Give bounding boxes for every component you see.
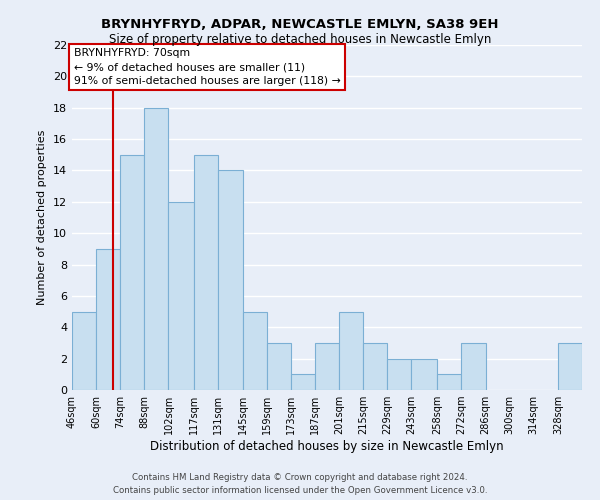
Bar — [437, 374, 461, 390]
Text: Contains HM Land Registry data © Crown copyright and database right 2024.
Contai: Contains HM Land Registry data © Crown c… — [113, 474, 487, 495]
Bar — [96, 249, 120, 390]
Bar — [266, 343, 291, 390]
Bar — [412, 358, 437, 390]
Bar — [194, 155, 218, 390]
Bar — [461, 343, 485, 390]
Bar — [169, 202, 194, 390]
Bar — [315, 343, 339, 390]
Text: BRYNHYFRYD, ADPAR, NEWCASTLE EMLYN, SA38 9EH: BRYNHYFRYD, ADPAR, NEWCASTLE EMLYN, SA38… — [101, 18, 499, 30]
Bar — [218, 170, 242, 390]
Bar — [363, 343, 388, 390]
Bar — [388, 358, 412, 390]
Bar — [72, 312, 96, 390]
Text: BRYNHYFRYD: 70sqm
← 9% of detached houses are smaller (11)
91% of semi-detached : BRYNHYFRYD: 70sqm ← 9% of detached house… — [74, 48, 340, 86]
Y-axis label: Number of detached properties: Number of detached properties — [37, 130, 47, 305]
Bar — [120, 155, 145, 390]
Bar — [291, 374, 315, 390]
X-axis label: Distribution of detached houses by size in Newcastle Emlyn: Distribution of detached houses by size … — [150, 440, 504, 453]
Text: Size of property relative to detached houses in Newcastle Emlyn: Size of property relative to detached ho… — [109, 32, 491, 46]
Bar — [145, 108, 169, 390]
Bar — [558, 343, 582, 390]
Bar — [242, 312, 266, 390]
Bar — [339, 312, 363, 390]
